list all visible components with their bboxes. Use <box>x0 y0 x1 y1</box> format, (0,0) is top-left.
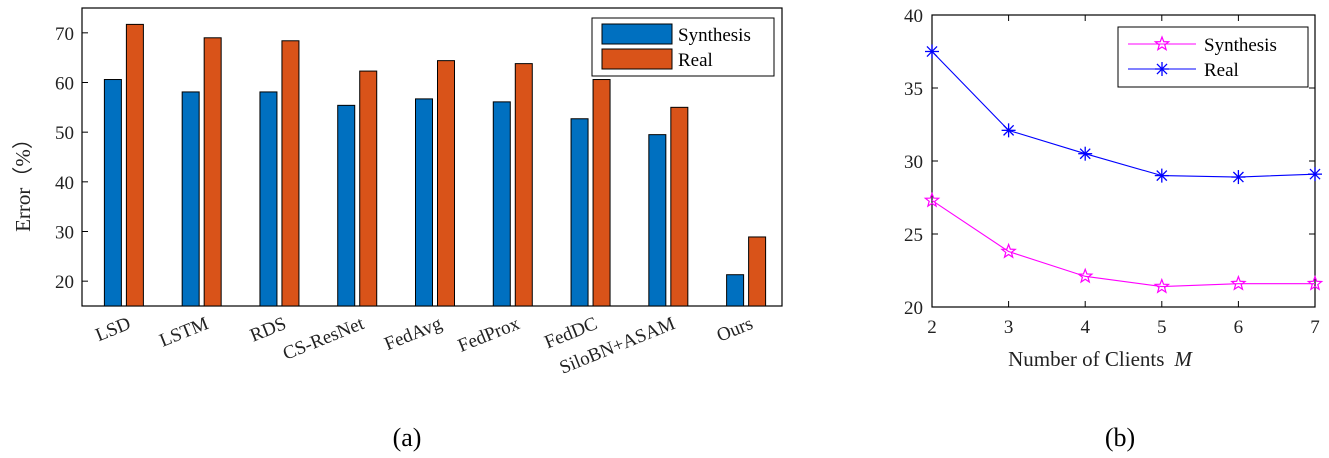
series-line-real <box>931 51 1316 178</box>
y-tick-label: 40 <box>55 173 74 194</box>
legend-label-synthesis: Synthesis <box>1204 35 1277 56</box>
bar-synthesis <box>181 91 200 307</box>
line-chart-y-tick-labels: 20 25 30 35 40 <box>904 6 923 319</box>
data-point-synthesis <box>1076 267 1094 284</box>
bar-real <box>514 63 533 307</box>
data-point-real <box>925 44 939 59</box>
data-point-synthesis <box>1153 277 1171 294</box>
asterisk-stroke <box>1309 168 1321 180</box>
data-point-synthesis <box>1000 242 1017 259</box>
data-point-synthesis <box>1306 274 1324 291</box>
bar-synthesis <box>415 98 433 307</box>
line-chart-x-axis-title: Number of Clients M <box>1008 347 1193 371</box>
data-point-real <box>1001 123 1016 138</box>
bar-synthesis <box>337 104 356 307</box>
bar-synthesis <box>726 274 745 307</box>
x-tick-label: Ours <box>714 313 756 346</box>
bar-chart-legend: Synthesis Real <box>591 17 775 77</box>
y-tick-label: 70 <box>55 24 74 45</box>
data-point-real <box>1231 170 1246 185</box>
asterisk-stroke <box>1079 148 1091 160</box>
legend-swatch-real <box>601 48 673 70</box>
bar-chart-y-tick-labels: 20 30 40 50 60 70 <box>55 24 74 293</box>
panel-label-b: (b) <box>1105 423 1135 452</box>
asterisk-stroke <box>1232 171 1244 183</box>
panel-label-a: (a) <box>393 423 422 452</box>
x-tick-label: 6 <box>1234 317 1244 338</box>
x-tick-label: RDS <box>247 313 289 346</box>
bar-real <box>748 236 767 307</box>
y-tick-label: 30 <box>55 223 74 244</box>
legend-box <box>1117 26 1309 88</box>
line-chart-series <box>923 44 1324 294</box>
bar-real <box>203 37 222 307</box>
y-tick-label: 20 <box>55 272 74 293</box>
legend-swatch-synthesis <box>601 23 673 45</box>
bar-synthesis <box>570 118 589 307</box>
bar-real <box>359 70 378 307</box>
series-line-synthesis <box>931 199 1315 288</box>
x-tick-label: FedProx <box>455 313 523 357</box>
line-chart-x-tick-labels: 2 3 4 5 6 7 <box>927 317 1320 338</box>
data-point-synthesis <box>923 191 941 208</box>
bar-chart-bars <box>103 23 767 307</box>
bar-chart-y-axis-title: Error（%） <box>11 128 35 232</box>
legend-label-real: Real <box>678 50 713 71</box>
data-point-synthesis <box>1230 274 1247 291</box>
x-tick-label: LSTM <box>157 313 212 351</box>
bar-synthesis <box>648 134 667 307</box>
x-tick-label: FedAvg <box>382 313 446 355</box>
bar-synthesis <box>103 79 122 307</box>
y-tick-label: 20 <box>904 298 923 319</box>
asterisk-stroke <box>1003 124 1015 136</box>
y-tick-label: 50 <box>55 123 74 144</box>
y-tick-label: 35 <box>904 79 923 100</box>
bar-real <box>437 60 455 307</box>
bar-real <box>125 23 144 307</box>
legend-label-synthesis: Synthesis <box>678 25 751 46</box>
legend-label-real: Real <box>1204 60 1239 81</box>
x-tick-label: 4 <box>1080 317 1090 338</box>
data-point-real <box>1154 168 1169 183</box>
asterisk-stroke <box>926 46 938 57</box>
x-tick-label: 3 <box>1004 317 1014 338</box>
x-axis-title-text: Number of Clients <box>1008 347 1164 371</box>
x-tick-label: 7 <box>1310 317 1320 338</box>
x-tick-label: 2 <box>927 317 937 338</box>
bar-real <box>281 40 300 307</box>
x-tick-label: CS-ResNet <box>280 313 368 365</box>
y-tick-label: 25 <box>904 225 923 246</box>
data-point-real <box>1078 146 1093 161</box>
y-tick-label: 60 <box>55 74 74 95</box>
legend-marker-real <box>1155 62 1169 76</box>
x-tick-label: 5 <box>1157 317 1167 338</box>
bar-real <box>670 106 689 307</box>
bar-synthesis <box>259 91 278 307</box>
x-tick-label: LSD <box>93 313 134 346</box>
line-chart-axes <box>931 14 1316 308</box>
y-tick-label: 40 <box>904 6 923 27</box>
asterisk-stroke <box>1156 170 1168 182</box>
data-point-real <box>1308 167 1322 182</box>
legend-marker-synthesis <box>1153 35 1171 52</box>
asterisk-stroke <box>1156 63 1168 75</box>
x-axis-title-symbol: M <box>1173 347 1193 371</box>
line-chart-panel: 2 3 4 5 6 7 20 25 30 35 40 Number of Clients M Syn… <box>904 6 1324 452</box>
bar-real <box>592 79 611 307</box>
line-chart-legend: Synthesis Real <box>1117 26 1309 88</box>
bar-synthesis <box>492 101 511 307</box>
y-tick-label: 30 <box>904 152 923 173</box>
